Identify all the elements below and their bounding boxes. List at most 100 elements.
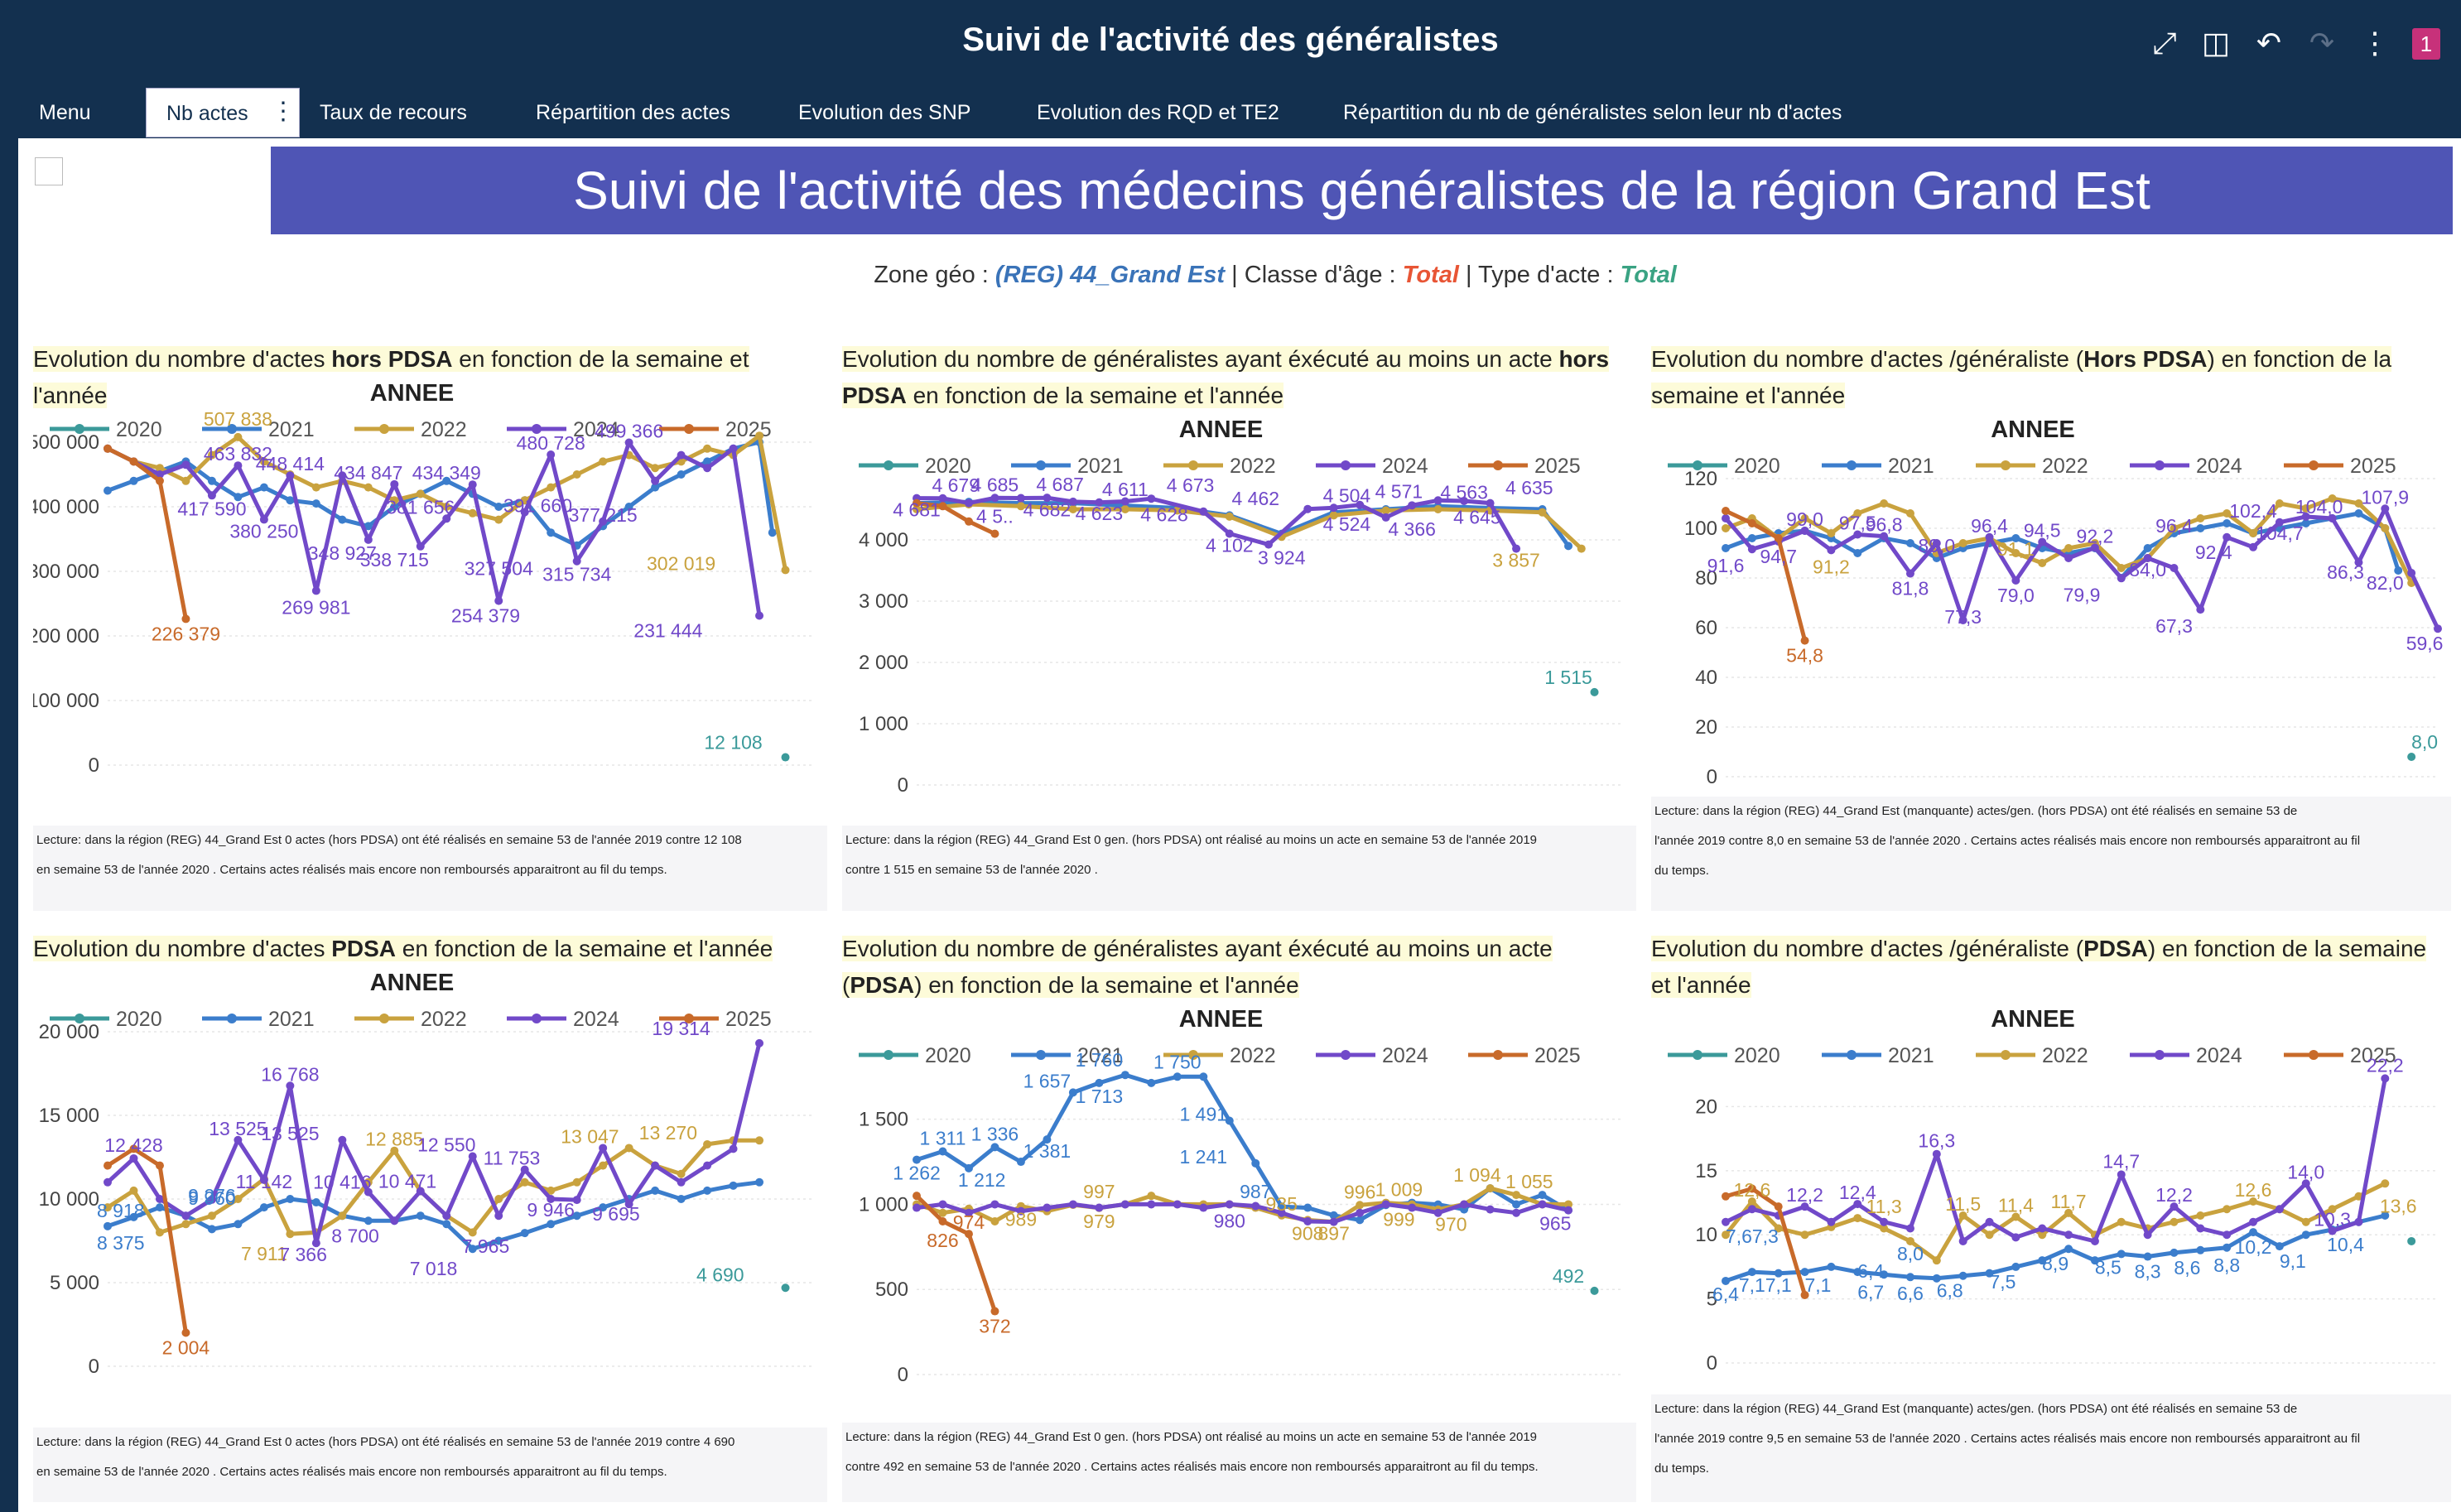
data-point-2021 [2143, 1252, 2152, 1261]
more-vertical-icon[interactable]: ⋮ [2360, 26, 2390, 60]
data-label: 391 660 [503, 495, 572, 517]
legend-marker-2025 [684, 424, 694, 434]
data-point-2021 [129, 1212, 138, 1221]
data-point-2025 [181, 614, 190, 624]
data-point-2024 [703, 464, 712, 473]
notification-badge[interactable]: 1 [2412, 28, 2440, 60]
y-tick-label: 100 [1684, 518, 1717, 540]
filter-summary: Zone géo : (REG) 44_Grand Est | Classe d… [0, 262, 2461, 289]
data-point-2024 [2434, 624, 2442, 633]
data-point-2024 [2196, 1224, 2205, 1233]
data-label: 1 381 [1023, 1140, 1072, 1162]
data-point-2021 [964, 1163, 973, 1173]
data-point-2021 [2011, 534, 2020, 542]
data-point-2024 [1853, 530, 1862, 539]
panel-icon[interactable]: ◫ [2201, 26, 2230, 60]
data-label: 12,6 [2235, 1179, 2272, 1201]
data-point-2024 [2407, 569, 2416, 577]
data-point-2021 [651, 483, 660, 492]
data-point-2022 [155, 1228, 164, 1237]
data-point-2022 [207, 450, 216, 460]
data-point-2022 [1722, 524, 1730, 532]
data-label: 54,8 [1786, 645, 1823, 667]
tab-nb-actes[interactable]: Nb actes ⋮ [146, 88, 300, 137]
data-point-2021 [2117, 1250, 2126, 1259]
data-point-2024 [1043, 494, 1052, 503]
data-point-2021 [104, 486, 112, 495]
chart-panel-actes-hors-pdsa: Evolution du nombre d'actes hors PDSA en… [33, 341, 827, 911]
data-label: 1 491 [1180, 1104, 1228, 1125]
data-label: 254 379 [451, 605, 520, 627]
tab-evolution-des-rqd[interactable]: Evolution des RQD et TE2 [1037, 101, 1279, 124]
data-point-2020 [2407, 753, 2416, 761]
data-label: 7 911 [241, 1243, 287, 1264]
data-label: 96,4 [1971, 515, 2008, 537]
tab-menu-icon[interactable]: ⋮ [271, 98, 296, 125]
data-point-2022 [494, 1195, 503, 1203]
data-point-2022 [703, 1139, 712, 1148]
data-point-2024 [2011, 576, 2020, 585]
data-point-2022 [286, 1230, 295, 1239]
data-label: 1 336 [971, 1123, 1019, 1144]
series-line-2024 [1724, 506, 2440, 630]
series-line-2024 [106, 1043, 762, 1245]
data-label: 67,3 [2155, 615, 2193, 637]
data-point-2024 [2354, 558, 2363, 567]
data-point-2022 [703, 444, 712, 453]
data-point-2021 [547, 1220, 556, 1229]
data-point-2025 [1800, 1290, 1809, 1299]
legend-label-2020: 2020 [1734, 1044, 1780, 1067]
legend-label-2021: 2021 [1888, 1044, 1934, 1067]
tab-repartition-nb-generalistes[interactable]: Répartition du nb de généralistes selon … [1343, 101, 1842, 124]
broken-image-icon [35, 157, 63, 185]
data-point-2022 [2011, 1212, 2020, 1221]
data-point-2022 [2381, 1179, 2390, 1188]
data-label: 10,4 [2327, 1234, 2364, 1255]
data-point-2022 [390, 1146, 399, 1155]
data-point-2025 [913, 1192, 921, 1201]
age-label: | Classe d'âge : [1231, 262, 1396, 288]
data-point-2024 [2275, 518, 2284, 527]
series-line-2025 [916, 501, 996, 536]
legend-title: ANNEE [1991, 417, 2075, 443]
data-point-2021 [520, 1229, 529, 1238]
tab-repartition-des-actes[interactable]: Répartition des actes [536, 101, 730, 124]
data-label: 89,0 [1918, 535, 1955, 556]
data-point-2024 [1433, 1208, 1442, 1217]
data-point-2022 [2249, 1197, 2258, 1206]
y-tick-label: 0 [1707, 766, 1717, 788]
tab-evolution-des-snp[interactable]: Evolution des SNP [798, 101, 971, 124]
data-label: 4 504 [1323, 485, 1371, 507]
data-point-2024 [1173, 1200, 1182, 1209]
data-point-2024 [755, 611, 764, 620]
data-point-2021 [677, 470, 686, 479]
data-point-2021 [390, 503, 399, 511]
data-point-2021 [572, 1211, 581, 1221]
data-label: 10,2 [2235, 1236, 2272, 1258]
legend-marker-2024 [1341, 1050, 1351, 1060]
data-label: 231 444 [633, 619, 702, 641]
data-point-2021 [1251, 1158, 1260, 1168]
data-point-2022 [2170, 524, 2179, 532]
undo-icon[interactable]: ↶ [2256, 26, 2282, 60]
legend-label-2020: 2020 [1734, 455, 1780, 478]
data-label: 77,3 [1944, 606, 1982, 628]
tab-taux-de-recours[interactable]: Taux de recours [320, 101, 467, 124]
data-point-2022 [1905, 509, 1914, 518]
data-point-2024 [990, 1200, 999, 1209]
legend-marker-2022 [379, 424, 389, 434]
data-label: 897 [1318, 1223, 1350, 1245]
menu-tab[interactable]: Menu [39, 101, 91, 124]
legend-label-2022: 2022 [421, 1008, 467, 1031]
data-label: 9,1 [2280, 1250, 2306, 1272]
data-point-2022 [572, 1177, 581, 1187]
data-point-2021 [703, 457, 712, 466]
data-point-2024 [1016, 494, 1025, 503]
data-point-2024 [1827, 546, 1836, 555]
data-point-2024 [729, 444, 738, 453]
data-point-2024 [624, 1200, 633, 1209]
data-point-2024 [468, 1152, 477, 1161]
data-label: 107,9 [2362, 486, 2410, 508]
legend-label-2020: 2020 [925, 455, 971, 478]
expand-icon[interactable]: ⤢ [2152, 26, 2177, 60]
